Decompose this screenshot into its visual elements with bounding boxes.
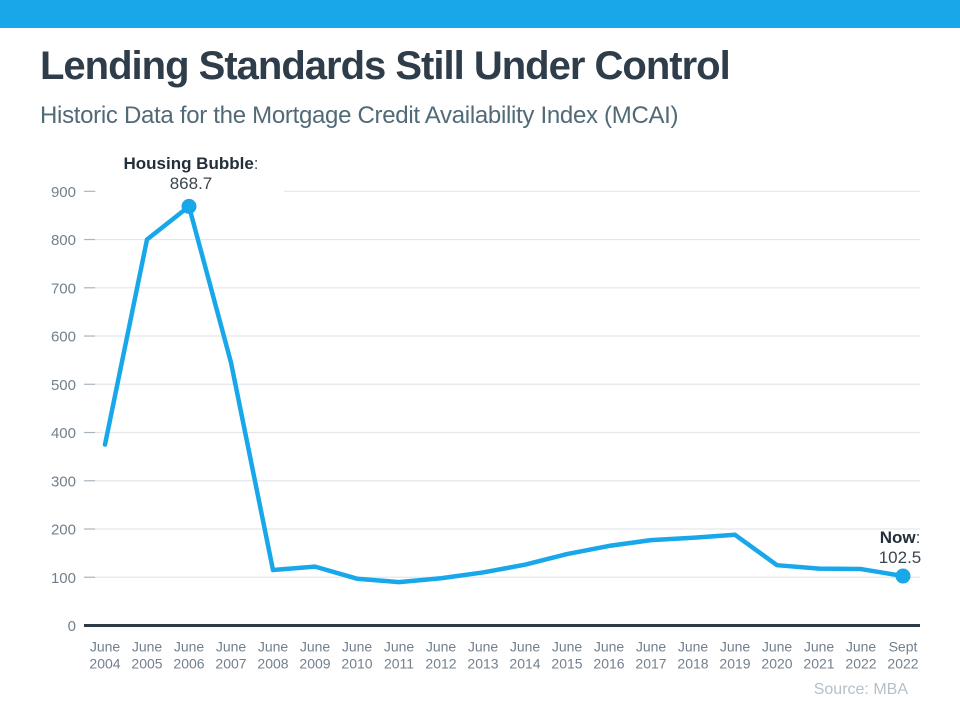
x-axis-tick-label-month: June: [762, 639, 793, 655]
page-subtitle: Historic Data for the Mortgage Credit Av…: [40, 102, 679, 129]
annotation-value: 102.5: [879, 548, 922, 567]
data-point-marker: [895, 568, 911, 584]
mcai-series-line: [102, 204, 906, 585]
y-axis-tick-label: 600: [51, 329, 76, 346]
x-axis-tick-label-month: June: [342, 639, 373, 655]
x-axis-tick-label-month: June: [300, 639, 331, 655]
x-axis-tick-label-month: June: [636, 639, 667, 655]
x-axis-tick-label-year: 2017: [635, 656, 666, 672]
y-axis-tick-label: 400: [51, 425, 76, 442]
x-axis-tick-label-month: June: [216, 639, 247, 655]
annotation-value: 868.7: [170, 174, 213, 193]
x-axis-tick-label-month: June: [804, 639, 835, 655]
x-axis-tick-label-year: 2006: [173, 656, 204, 672]
x-axis-tick-label-year: 2010: [341, 656, 372, 672]
data-point-marker: [181, 198, 197, 214]
y-axis-tick-label: 500: [51, 377, 76, 394]
gridline-mask: [96, 183, 284, 200]
top-accent-bar: [0, 0, 960, 28]
x-axis-tick-label-year: 2014: [509, 656, 540, 672]
x-axis-tick-label-year: 2019: [719, 656, 750, 672]
x-axis-tick-label-month: June: [468, 639, 499, 655]
x-axis-tick-label-year: 2012: [425, 656, 456, 672]
x-axis-tick-label-year: 2022: [887, 656, 918, 672]
page-title: Lending Standards Still Under Control: [40, 44, 731, 88]
x-axis-tick-label-year: 2021: [803, 656, 834, 672]
x-axis-tick-label-month: June: [846, 639, 877, 655]
x-axis-tick-label-year: 2015: [551, 656, 582, 672]
y-axis-tick-label: 300: [51, 473, 76, 490]
y-axis-tick-label: 700: [51, 280, 76, 297]
x-axis-tick-label-month: June: [132, 639, 163, 655]
mcai-line-chart: 0 100 200 300 400 500 600 700 800 900 June 2004 June…: [0, 145, 960, 705]
y-axis-tick-label: 0: [68, 618, 76, 635]
x-axis-tick-label-month: June: [90, 639, 121, 655]
x-axis-tick-label-month: Sept: [889, 639, 918, 655]
x-axis-tick-label-year: 2008: [257, 656, 288, 672]
x-axis-tick-label-year: 2016: [593, 656, 624, 672]
annotation-label: Now:: [880, 528, 921, 547]
x-axis-tick-label-year: 2022: [845, 656, 876, 672]
x-axis-tick-label-year: 2005: [131, 656, 162, 672]
x-axis-tick-label-month: June: [678, 639, 709, 655]
x-axis-tick-label-year: 2004: [89, 656, 120, 672]
chart-canvas: 0100200300400500600700800900June2004June…: [51, 154, 922, 672]
y-axis-tick-label: 100: [51, 570, 76, 587]
y-axis-tick-label: 800: [51, 232, 76, 249]
x-axis-tick-label-month: June: [174, 639, 205, 655]
y-axis-tick-label: 900: [51, 184, 76, 201]
x-axis-tick-label-month: June: [594, 639, 625, 655]
y-axis-tick-label: 200: [51, 522, 76, 539]
x-axis-tick-label-month: June: [510, 639, 541, 655]
x-axis-tick-label-month: June: [426, 639, 457, 655]
x-axis-tick-label-year: 2020: [761, 656, 792, 672]
x-axis-tick-label-year: 2018: [677, 656, 708, 672]
x-axis-tick-label-month: June: [384, 639, 415, 655]
x-axis-tick-label-year: 2013: [467, 656, 498, 672]
annotation-label: Housing Bubble:: [123, 154, 258, 173]
source-attribution: Source: MBA: [813, 681, 908, 698]
x-axis-tick-label-month: June: [552, 639, 583, 655]
x-axis-tick-label-year: 2007: [215, 656, 246, 672]
x-axis-tick-label-year: 2011: [384, 656, 414, 672]
x-axis-tick-label-month: June: [720, 639, 751, 655]
x-axis-tick-label-year: 2009: [299, 656, 330, 672]
x-axis-tick-label-month: June: [258, 639, 289, 655]
